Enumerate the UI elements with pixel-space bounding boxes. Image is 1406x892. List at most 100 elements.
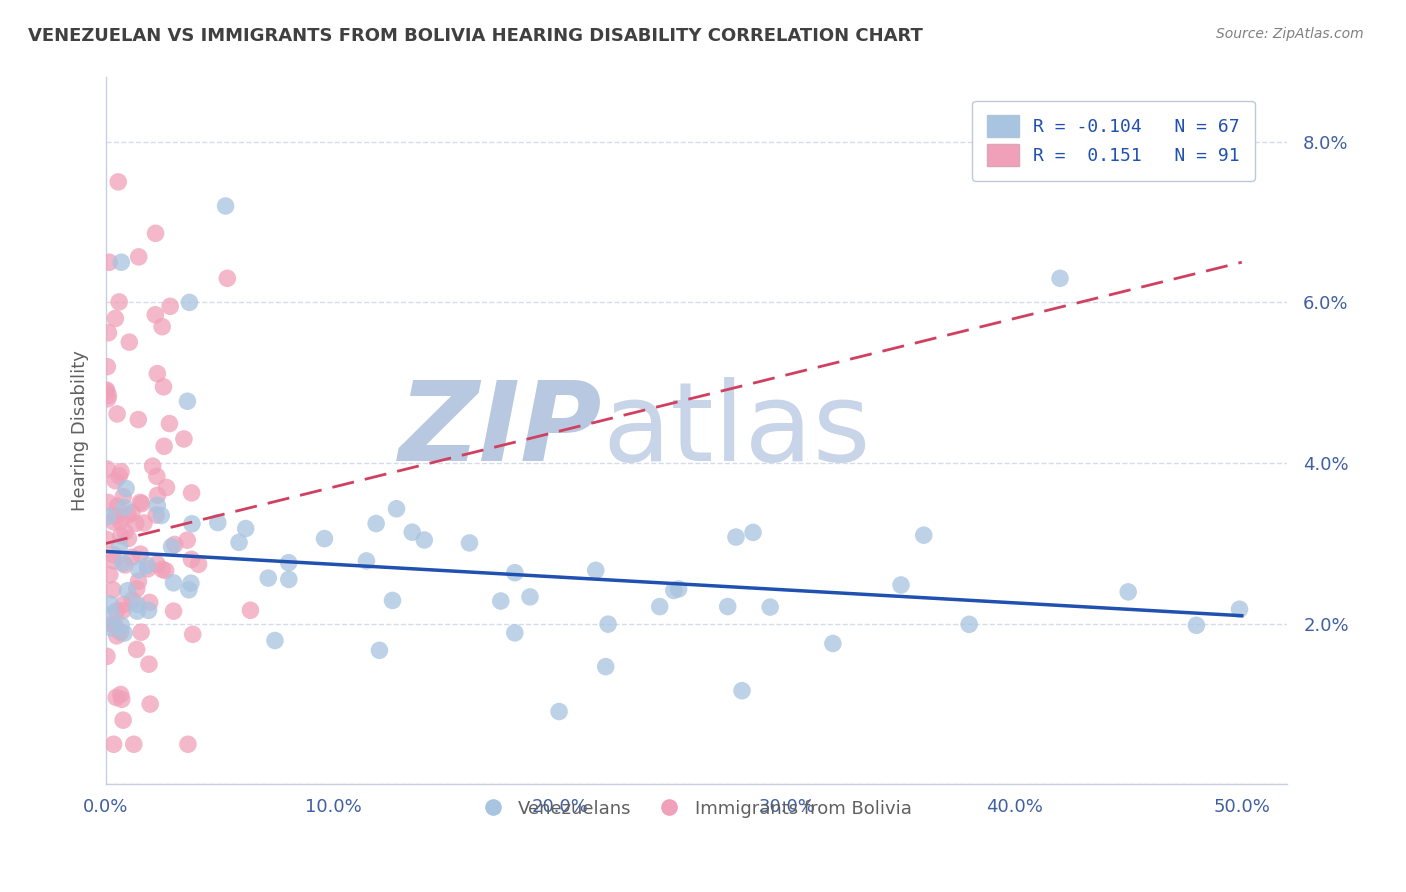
Point <box>138 595 160 609</box>
Point <box>114 524 136 539</box>
Point <box>159 417 181 431</box>
Point <box>132 516 155 530</box>
Point <box>115 482 138 496</box>
Point <box>401 525 423 540</box>
Point <box>103 548 125 562</box>
Point <box>181 627 204 641</box>
Point <box>111 604 134 618</box>
Point <box>187 558 209 572</box>
Legend: Venezuelans, Immigrants from Bolivia: Venezuelans, Immigrants from Bolivia <box>474 792 918 825</box>
Point <box>125 642 148 657</box>
Point <box>112 713 135 727</box>
Point <box>381 593 404 607</box>
Point <box>162 575 184 590</box>
Point <box>503 625 526 640</box>
Point <box>98 567 121 582</box>
Point <box>107 175 129 189</box>
Point <box>104 508 127 523</box>
Point <box>110 465 132 479</box>
Point <box>173 432 195 446</box>
Point <box>1049 271 1071 285</box>
Point <box>108 469 131 483</box>
Point <box>96 383 118 397</box>
Point <box>96 384 118 399</box>
Point <box>153 439 176 453</box>
Point <box>112 500 135 515</box>
Point <box>177 737 200 751</box>
Point <box>103 554 125 568</box>
Point <box>759 600 782 615</box>
Point <box>176 394 198 409</box>
Point <box>129 547 152 561</box>
Point <box>105 629 128 643</box>
Point <box>97 495 120 509</box>
Point <box>162 604 184 618</box>
Point <box>662 583 685 598</box>
Point <box>105 407 128 421</box>
Point <box>127 598 149 612</box>
Point <box>179 295 201 310</box>
Point <box>731 683 754 698</box>
Point <box>176 533 198 548</box>
Point <box>150 562 173 576</box>
Point <box>668 582 690 596</box>
Point <box>129 625 152 640</box>
Point <box>127 604 149 618</box>
Point <box>125 516 148 531</box>
Point <box>314 532 336 546</box>
Point <box>110 688 132 702</box>
Text: ZIP: ZIP <box>398 377 602 484</box>
Point <box>96 359 118 374</box>
Point <box>105 604 128 618</box>
Point <box>112 626 135 640</box>
Point <box>98 597 121 611</box>
Point <box>139 697 162 711</box>
Point <box>146 469 169 483</box>
Point <box>239 603 262 617</box>
Point <box>97 392 120 406</box>
Point <box>104 474 127 488</box>
Point <box>585 563 607 577</box>
Point <box>1116 585 1139 599</box>
Point <box>180 486 202 500</box>
Point <box>177 582 200 597</box>
Point <box>138 603 160 617</box>
Point <box>145 227 167 241</box>
Point <box>356 554 378 568</box>
Point <box>595 659 617 673</box>
Point <box>112 598 135 612</box>
Point <box>117 508 139 523</box>
Point <box>110 255 132 269</box>
Point <box>228 535 250 549</box>
Point <box>121 506 143 520</box>
Point <box>489 594 512 608</box>
Y-axis label: Hearing Disability: Hearing Disability <box>72 351 89 511</box>
Point <box>155 564 177 578</box>
Point <box>598 617 620 632</box>
Point <box>111 557 134 571</box>
Point <box>100 607 122 622</box>
Point <box>117 583 139 598</box>
Point <box>152 380 174 394</box>
Point <box>742 525 765 540</box>
Point <box>724 530 747 544</box>
Point <box>97 509 120 524</box>
Text: Source: ZipAtlas.com: Source: ZipAtlas.com <box>1216 27 1364 41</box>
Point <box>214 199 236 213</box>
Point <box>108 294 131 309</box>
Point <box>368 643 391 657</box>
Point <box>163 537 186 551</box>
Point <box>217 271 239 285</box>
Point <box>143 308 166 322</box>
Point <box>413 533 436 547</box>
Point <box>97 326 120 340</box>
Point <box>121 593 143 607</box>
Point <box>138 657 160 672</box>
Point <box>890 578 912 592</box>
Point <box>110 529 132 543</box>
Point <box>180 576 202 591</box>
Point <box>127 574 149 589</box>
Point <box>207 516 229 530</box>
Point <box>150 319 173 334</box>
Point <box>1229 602 1251 616</box>
